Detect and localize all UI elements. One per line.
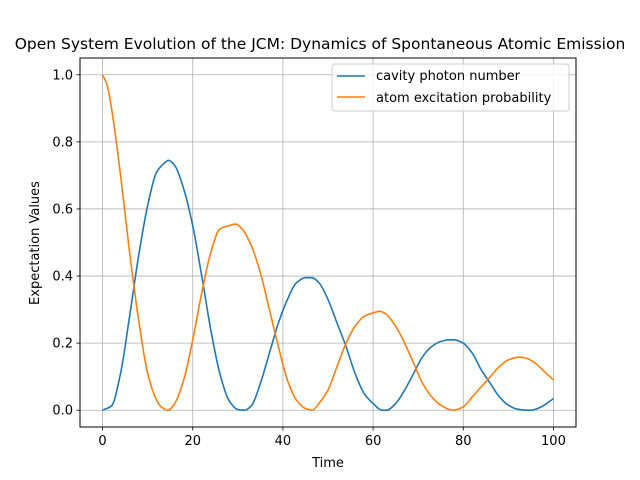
x-tick-label: 0: [98, 434, 106, 449]
legend-box: [331, 63, 570, 112]
x-tick-label: 100: [541, 434, 566, 449]
ticks: 0 20 40 60 80 100 0.0 0.2 0.4 0.6 0.8 1.0: [52, 68, 566, 449]
chart-title: Open System Evolution of the JCM: Dynami…: [15, 35, 626, 53]
grid: [80, 58, 576, 427]
plot-frame: [79, 57, 577, 428]
x-tick-label: 20: [184, 434, 201, 449]
legend-label-cavity: cavity photon number: [376, 69, 521, 84]
y-tick-label: 0.0: [52, 404, 73, 419]
y-axis-label: Expectation Values: [28, 181, 43, 305]
legend: cavity photon number atom excitation pro…: [331, 63, 570, 112]
y-tick-label: 0.2: [52, 337, 73, 352]
x-tick-label: 60: [365, 434, 382, 449]
y-tick-label: 1.0: [52, 68, 73, 83]
x-tick-label: 40: [275, 434, 292, 449]
x-axis-label: Time: [311, 456, 344, 471]
x-tick-label: 80: [455, 434, 472, 449]
y-tick-label: 0.8: [52, 135, 73, 150]
series-line-atom-excitation-probability: [101, 74, 554, 412]
y-tick-label: 0.6: [52, 202, 73, 217]
legend-label-atom: atom excitation probability: [376, 91, 552, 106]
y-tick-label: 0.4: [52, 270, 73, 285]
series-line-cavity-photon-number: [102, 159, 554, 412]
series-group: [101, 74, 554, 412]
